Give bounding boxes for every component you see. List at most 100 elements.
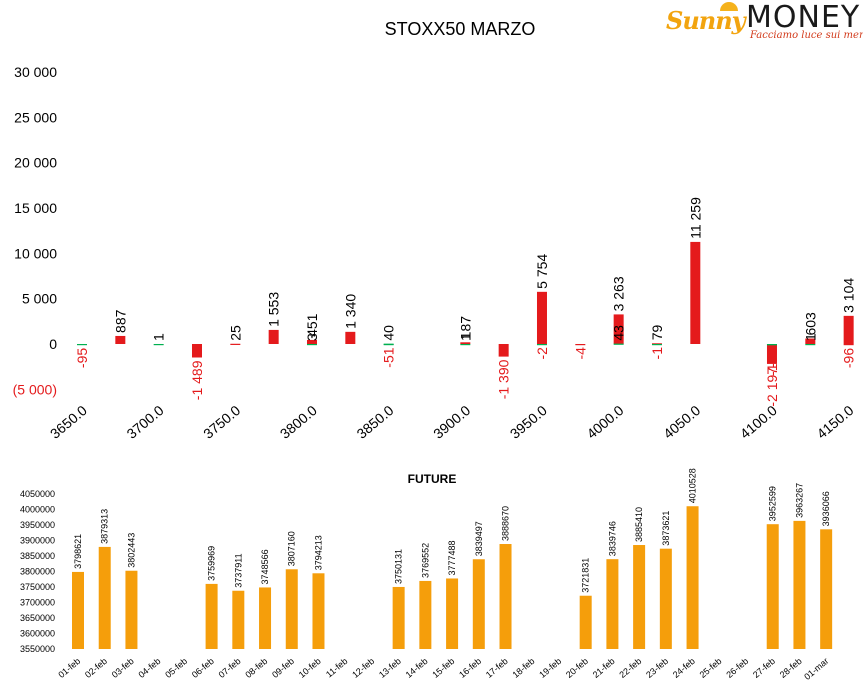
chart-title: STOXX50 MARZO: [385, 19, 536, 39]
data-label: -2: [534, 347, 550, 360]
future-bar: [472, 559, 485, 649]
y-tick-label: (5 000): [13, 381, 57, 397]
bar: [805, 343, 816, 346]
data-label: 887: [112, 309, 128, 333]
data-label: 1: [151, 333, 167, 341]
future-bar: [793, 520, 806, 649]
bar: [690, 241, 701, 344]
logo-tagline: Facciamo luce sui mercati: [750, 30, 863, 41]
future-y-tick-label: 3750000: [20, 582, 55, 592]
y-tick-label: 25 000: [14, 109, 57, 125]
data-label: -2 197: [764, 367, 780, 407]
future-x-tick-label: 25-feb: [698, 656, 724, 680]
data-label: -95: [74, 348, 90, 368]
future-x-tick-label: 23-feb: [644, 656, 670, 680]
future-x-tick-label: 08-feb: [243, 656, 269, 680]
future-data-label: 3963267: [794, 483, 804, 518]
future-data-label: 3888670: [501, 506, 511, 541]
bar: [536, 344, 547, 346]
bar: [766, 344, 777, 364]
future-title: FUTURE: [408, 472, 457, 486]
future-x-tick-label: 03-feb: [110, 656, 136, 680]
bar: [651, 344, 662, 346]
x-tick-label: 3850.0: [353, 402, 396, 442]
future-data-label: 3936066: [821, 491, 831, 526]
future-data-label: 3873621: [661, 511, 671, 546]
bar: [651, 343, 662, 345]
y-tick-label: 30 000: [14, 64, 57, 80]
bar: [460, 342, 471, 344]
x-tick-label: 3750.0: [200, 402, 243, 442]
data-label: 5 754: [534, 254, 550, 289]
bar: [268, 329, 279, 344]
data-label: 3 263: [611, 276, 627, 311]
x-tick-label: 3950.0: [507, 402, 550, 442]
future-x-tick-label: 10-feb: [297, 656, 323, 680]
future-data-label: 3952599: [768, 486, 778, 521]
x-tick-label: 3650.0: [47, 402, 90, 442]
future-bar: [659, 548, 672, 649]
future-y-tick-label: 3600000: [20, 629, 55, 639]
future-x-tick-label: 22-feb: [617, 656, 643, 680]
future-data-label: 3777488: [447, 540, 457, 575]
y-tick-label: 0: [49, 336, 57, 352]
future-data-label: 3807160: [287, 531, 297, 566]
future-x-tick-label: 28-feb: [778, 656, 804, 680]
bar: [306, 343, 317, 346]
x-tick-label: 4150.0: [813, 402, 856, 442]
future-x-tick-label: 07-feb: [217, 656, 243, 680]
future-bar: [633, 545, 646, 649]
data-label: -100: [764, 348, 780, 376]
x-tick-label: 3800.0: [277, 402, 320, 442]
logo-sunny-text: Sunny: [666, 6, 746, 35]
bar: [115, 335, 126, 344]
data-label: -1 489: [189, 360, 205, 400]
future-data-label: 3721831: [581, 558, 591, 593]
bar: [460, 343, 471, 346]
future-bar: [446, 578, 459, 649]
future-bar: [392, 586, 405, 649]
future-y-tick-label: 3550000: [20, 644, 55, 654]
future-bar: [72, 571, 84, 649]
future-y-tick-label: 4050000: [20, 489, 55, 499]
data-label: -1: [649, 347, 665, 360]
future-x-tick-label: 04-feb: [136, 656, 162, 680]
future-x-tick-label: 01-feb: [56, 656, 82, 680]
bar: [536, 291, 547, 344]
x-tick-label: 3700.0: [124, 402, 167, 442]
future-x-tick-label: 05-feb: [163, 656, 189, 680]
data-label: 3: [304, 333, 320, 341]
y-tick-label: 5 000: [22, 291, 57, 307]
data-label: 451: [304, 313, 320, 337]
future-data-label: 3839497: [474, 521, 484, 556]
future-data-label: 3839746: [607, 521, 617, 556]
future-data-label: 4010528: [688, 468, 698, 503]
future-x-tick-label: 12-feb: [350, 656, 376, 680]
bar: [575, 344, 586, 346]
bar: [843, 344, 854, 346]
future-x-tick-label: 16-feb: [457, 656, 483, 680]
future-x-tick-label: 27-feb: [751, 656, 777, 680]
future-bar: [766, 524, 779, 649]
data-label: 11 259: [687, 197, 703, 239]
future-y-tick-label: 3800000: [20, 567, 55, 577]
x-tick-label: 4100.0: [737, 402, 780, 442]
future-bar: [686, 506, 699, 649]
future-x-tick-label: 18-feb: [511, 656, 537, 680]
data-label: 25: [227, 325, 243, 341]
bar: [77, 344, 87, 346]
future-x-tick-label: 01-mar: [802, 656, 830, 682]
x-tick-label: 3900.0: [430, 402, 473, 442]
bar: [383, 344, 394, 346]
bar: [191, 344, 202, 358]
future-x-tick-label: 14-feb: [404, 656, 430, 680]
future-bar: [285, 569, 298, 649]
future-y-tick-label: 4000000: [20, 505, 55, 515]
data-label: 1 553: [266, 292, 282, 327]
future-y-tick-label: 3850000: [20, 551, 55, 561]
future-data-label: 3802443: [126, 533, 136, 568]
bar: [153, 343, 164, 346]
data-label: 43: [611, 325, 627, 341]
bar: [843, 315, 854, 344]
